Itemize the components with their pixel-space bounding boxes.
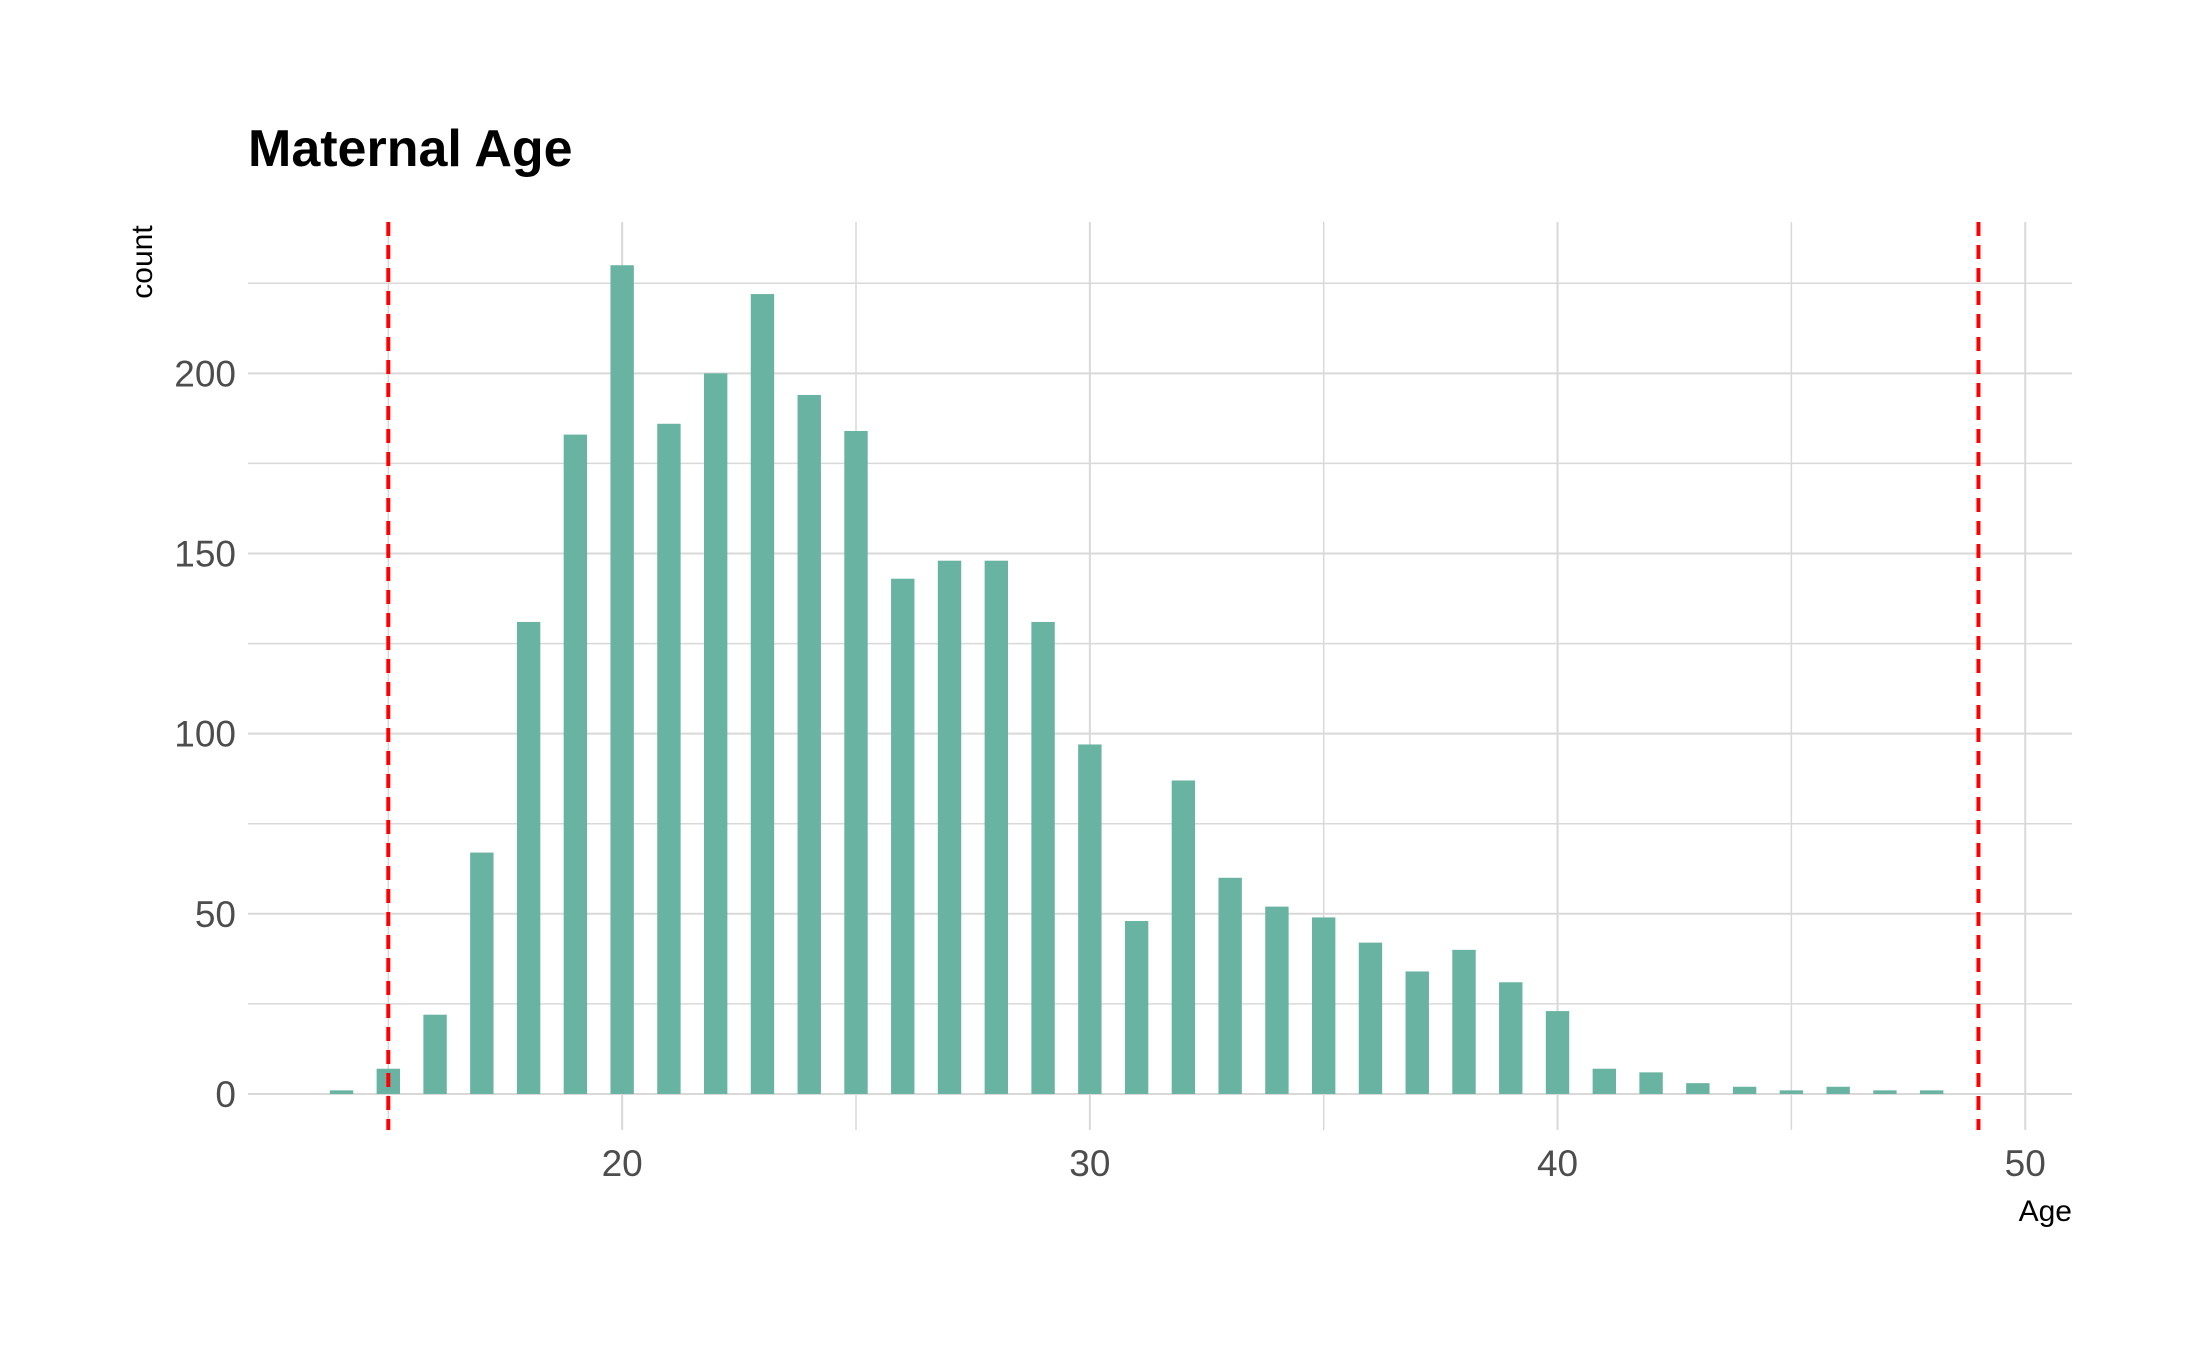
- histogram-bar: [657, 423, 681, 1094]
- y-tick-label: 150: [174, 533, 236, 574]
- histogram-bar: [797, 394, 821, 1094]
- histogram-bar: [563, 434, 588, 1094]
- histogram-bar: [1358, 942, 1383, 1094]
- histogram-bar: [984, 560, 1008, 1094]
- histogram-bar: [1873, 1090, 1897, 1094]
- x-tick-label: 50: [2005, 1143, 2046, 1184]
- histogram-bar: [1452, 949, 1476, 1094]
- y-tick-label: 0: [215, 1074, 236, 1115]
- histogram-bar: [423, 1014, 447, 1094]
- histogram-bar: [844, 430, 868, 1094]
- histogram-bar: [1920, 1090, 1944, 1094]
- histogram-bar: [1499, 982, 1523, 1094]
- histogram-bar: [750, 294, 775, 1094]
- histogram-bar: [1545, 1011, 1570, 1094]
- x-axis-title: Age: [2019, 1195, 2072, 1228]
- reference-lines-layer: [386, 222, 1981, 1130]
- chart-title: Maternal Age: [248, 120, 573, 178]
- histogram-bar: [1171, 780, 1196, 1094]
- histogram-bar: [329, 1090, 354, 1094]
- histogram-bar: [1826, 1086, 1850, 1094]
- histogram-bar: [1779, 1090, 1804, 1094]
- histogram-bar: [1218, 877, 1242, 1094]
- histogram-bar: [1265, 906, 1289, 1094]
- histogram-bar: [470, 852, 494, 1094]
- histogram-bar: [1592, 1068, 1616, 1094]
- histogram-bar: [1732, 1086, 1757, 1094]
- histogram-bar: [610, 265, 634, 1094]
- y-tick-label: 100: [174, 714, 236, 755]
- histogram-bar: [1078, 744, 1102, 1094]
- histogram-bar: [891, 578, 915, 1094]
- histogram-bar: [1686, 1083, 1710, 1094]
- histogram-bar: [1031, 621, 1055, 1094]
- y-axis-title: count: [126, 225, 159, 299]
- histogram-bar: [1405, 971, 1429, 1094]
- histogram-bar: [1639, 1072, 1663, 1094]
- x-tick-label: 30: [1069, 1143, 1110, 1184]
- bars-layer: [329, 265, 1944, 1094]
- histogram-bar: [937, 560, 962, 1094]
- histogram-bar: [516, 621, 541, 1094]
- x-tick-label: 20: [602, 1143, 643, 1184]
- y-tick-label: 50: [195, 894, 236, 935]
- histogram-bar: [1312, 917, 1336, 1094]
- x-tick-label: 40: [1537, 1143, 1578, 1184]
- tick-labels-layer: 0 50 100 150 200 20 30 40 50: [174, 353, 2046, 1184]
- y-tick-label: 200: [174, 353, 236, 394]
- histogram-bar: [1124, 921, 1149, 1094]
- histogram-bar: [704, 373, 728, 1094]
